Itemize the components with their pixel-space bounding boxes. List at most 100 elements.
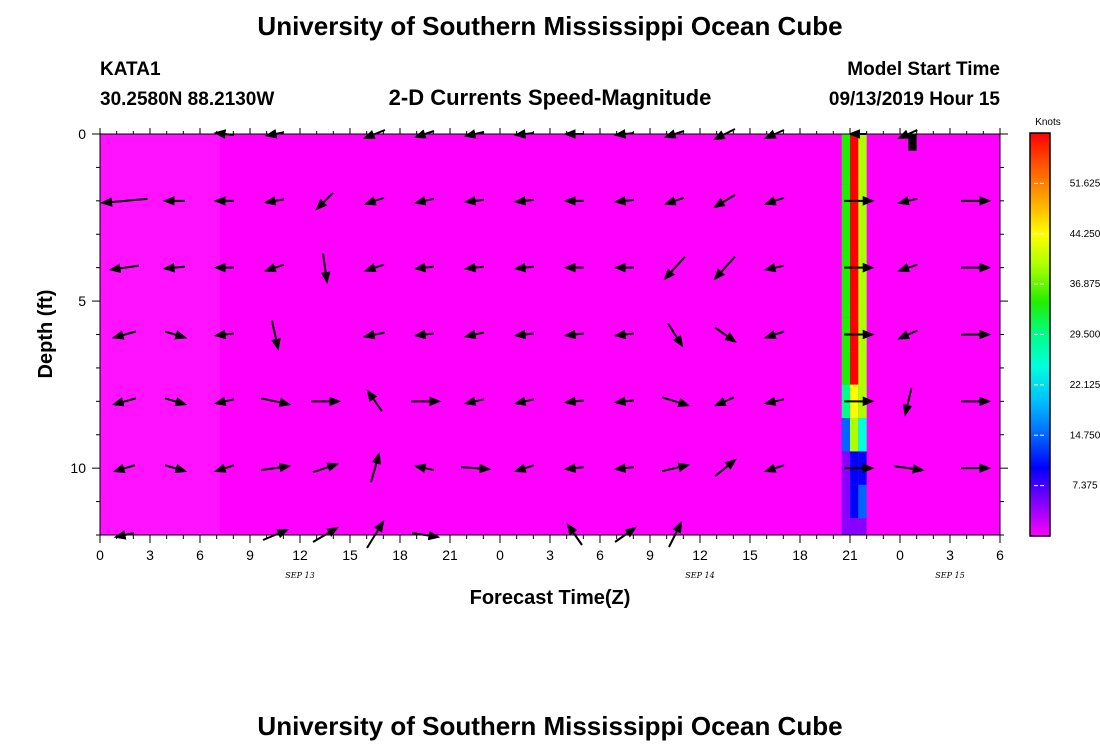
colorbar-tick-label: 22.125 — [1070, 380, 1100, 391]
current-vector — [763, 463, 785, 473]
x-tick-label: 6 — [596, 547, 604, 563]
current-vector — [714, 326, 737, 343]
x-tick-label: 0 — [496, 547, 504, 563]
current-vector — [712, 193, 736, 209]
current-vector — [315, 192, 334, 211]
x-tick-label: 3 — [146, 547, 154, 563]
current-vector — [363, 196, 385, 206]
current-vector — [460, 463, 492, 474]
current-vector — [661, 462, 691, 473]
colorbar-ticks: 51.625 44.250 36.875 29.500 22.125 14.750 7.37… — [1034, 178, 1100, 492]
speed-cell — [850, 484, 859, 519]
x-tick-label: 6 — [196, 547, 204, 563]
current-vector — [111, 397, 137, 407]
x-tick-label: 9 — [246, 547, 254, 563]
chart-subtitle: 2-D Currents Speed-Magnitude — [389, 85, 712, 110]
current-vector — [463, 396, 485, 406]
colorbar-tick-label: 7.375 — [1072, 481, 1097, 492]
current-vector — [271, 320, 281, 351]
current-vector — [763, 396, 785, 406]
current-vector — [897, 329, 918, 340]
x-tick-label: 0 — [896, 547, 904, 563]
colorbar-tick-label: 29.500 — [1070, 330, 1100, 341]
current-vector — [362, 329, 386, 340]
colorbar-tick-label: 44.250 — [1070, 229, 1100, 240]
current-vector — [563, 329, 585, 340]
x-tick-label: 6 — [996, 547, 1004, 563]
current-vector — [413, 262, 435, 273]
y-axis-label: Depth (ft) — [35, 290, 57, 379]
speed-cell — [841, 134, 850, 185]
current-vector — [213, 329, 235, 340]
colorbar-tick-label: 14.750 — [1070, 430, 1100, 441]
current-vector — [213, 396, 235, 406]
speed-cell — [841, 250, 850, 318]
current-vector — [164, 396, 188, 407]
speed-cell — [841, 451, 850, 519]
current-vector — [902, 388, 913, 417]
current-vector — [108, 263, 140, 274]
x-tick-label: 3 — [946, 547, 954, 563]
y-tick-label: 5 — [78, 293, 86, 309]
colorbar-tick-label: 51.625 — [1070, 178, 1100, 189]
current-vector — [413, 463, 435, 473]
current-vector — [513, 196, 535, 206]
current-vector — [463, 262, 485, 273]
current-vector — [661, 396, 691, 408]
current-vector — [763, 196, 785, 206]
station-coords: 30.2580N 88.2130W — [100, 89, 274, 110]
current-vector — [260, 397, 292, 408]
current-vector — [100, 197, 148, 207]
page-title-bottom: University of Southern Mississippi Ocean… — [257, 711, 842, 741]
current-vector — [111, 330, 137, 340]
x-tick-label: 0 — [96, 547, 104, 563]
y-tick-label: 0 — [78, 126, 86, 142]
date-label: SEP 14 — [685, 571, 714, 580]
speed-cell — [850, 518, 859, 535]
station-id: KATA1 — [100, 59, 161, 80]
current-vector — [763, 262, 785, 273]
model-start-time: 09/13/2019 Hour 15 — [829, 89, 1001, 110]
model-start-label: Model Start Time — [847, 59, 1000, 80]
current-vector — [897, 263, 918, 273]
current-vector — [413, 329, 435, 340]
y-axis: 0 5 10 — [70, 126, 1008, 536]
current-vector — [162, 262, 186, 273]
colorbar: Knots 51.625 44.250 36.875 29.500 22.125 14.7… — [1029, 117, 1100, 537]
speed-cell — [858, 518, 867, 535]
current-vector — [563, 396, 585, 407]
x-tick-label: 3 — [546, 547, 554, 563]
current-vector — [667, 322, 684, 348]
date-label: SEP 13 — [285, 571, 314, 580]
x-tick-label: 21 — [442, 547, 458, 563]
x-tick-label: 12 — [692, 547, 708, 563]
speed-cell — [841, 418, 850, 452]
speed-cell — [841, 518, 850, 535]
current-vector — [663, 255, 686, 281]
x-tick-label: 18 — [792, 547, 808, 563]
speed-cell — [841, 317, 850, 385]
page-title-top: University of Southern Mississippi Ocean… — [257, 11, 842, 41]
current-vector — [613, 196, 635, 206]
speed-cell — [850, 351, 859, 385]
current-vector — [260, 462, 292, 473]
plot-area — [99, 128, 1001, 549]
current-vector — [320, 253, 331, 285]
current-vector — [263, 196, 285, 206]
current-vector — [463, 329, 485, 340]
current-vector — [513, 262, 535, 273]
current-vector — [413, 196, 435, 206]
x-axis: 0 3 6 9 12 15 18 21 0 3 6 9 12 15 18 21 0 3 6 SEP 13 SEP 14 S… — [96, 128, 1004, 580]
x-tick-label: 15 — [742, 547, 758, 563]
speed-cell — [850, 134, 859, 352]
speed-cell — [858, 418, 867, 452]
speed-field-shade — [100, 134, 220, 535]
x-tick-label: 12 — [292, 547, 308, 563]
current-vector — [366, 389, 383, 412]
current-vector — [613, 329, 635, 340]
x-tick-label: 9 — [646, 547, 654, 563]
current-vector — [663, 196, 685, 206]
current-vector — [213, 463, 235, 473]
colorbar-unit: Knots — [1035, 117, 1061, 128]
